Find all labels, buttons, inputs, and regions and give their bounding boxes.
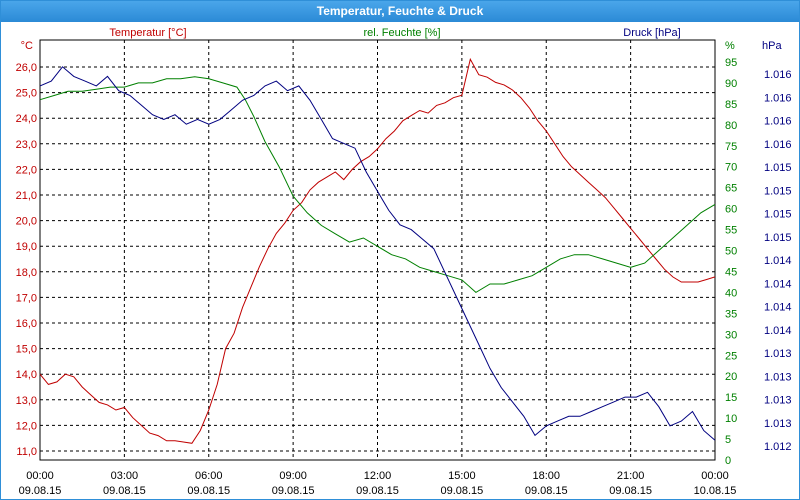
x-tick-date: 09.08.15 <box>187 485 230 497</box>
temperature-tick-label: 12,0 <box>16 420 37 432</box>
pressure-tick-label: 1.013 <box>764 371 792 383</box>
x-tick-time: 15:00 <box>448 470 476 482</box>
x-tick-time: 03:00 <box>111 470 139 482</box>
pressure-tick-label: 1.013 <box>764 395 792 407</box>
humidity-tick-label: 30 <box>725 329 737 341</box>
temperature-tick-label: 22,0 <box>16 164 37 176</box>
humidity-tick-label: 35 <box>725 308 737 320</box>
temperature-tick-label: 14,0 <box>16 369 37 381</box>
pressure-tick-label: 1.015 <box>764 209 792 221</box>
x-tick-date: 09.08.15 <box>440 485 483 497</box>
x-tick-time: 00:00 <box>26 470 54 482</box>
humidity-tick-label: 85 <box>725 99 737 111</box>
pressure-tick-label: 1.015 <box>764 232 792 244</box>
pressure-tick-label: 1.014 <box>764 325 792 337</box>
pressure-line <box>39 66 716 441</box>
temperature-tick-label: 16,0 <box>16 318 37 330</box>
humidity-tick-label: 45 <box>725 266 737 278</box>
x-tick-time: 06:00 <box>195 470 223 482</box>
unit-temperature: °C <box>21 40 33 52</box>
pressure-tick-label: 1.012 <box>764 441 792 453</box>
x-tick-date: 09.08.15 <box>19 485 62 497</box>
window-title: Temperatur, Feuchte & Druck <box>1 1 799 22</box>
humidity-tick-label: 50 <box>725 246 737 258</box>
pressure-tick-label: 1.014 <box>764 278 792 290</box>
temperature-tick-label: 13,0 <box>16 395 37 407</box>
x-tick-time: 18:00 <box>532 470 560 482</box>
humidity-tick-label: 70 <box>725 162 737 174</box>
humidity-tick-label: 10 <box>725 413 737 425</box>
temperature-tick-label: 25,0 <box>16 88 37 100</box>
x-tick-date: 09.08.15 <box>103 485 146 497</box>
temperature-tick-label: 24,0 <box>16 113 37 125</box>
humidity-tick-label: 20 <box>725 371 737 383</box>
humidity-tick-label: 0 <box>725 455 731 467</box>
pressure-tick-label: 1.016 <box>764 69 792 81</box>
temperature-tick-label: 26,0 <box>16 62 37 74</box>
pressure-tick-label: 1.016 <box>764 92 792 104</box>
humidity-tick-label: 90 <box>725 78 737 90</box>
humidity-tick-label: 15 <box>725 392 737 404</box>
pressure-tick-label: 1.014 <box>764 255 792 267</box>
axis-title-pressure: Druck [hPa] <box>623 27 680 39</box>
temperature-line <box>39 57 716 444</box>
humidity-tick-label: 95 <box>725 57 737 69</box>
temperature-tick-label: 21,0 <box>16 190 37 202</box>
temperature-tick-label: 11,0 <box>16 446 37 458</box>
humidity-tick-label: 75 <box>725 141 737 153</box>
grid <box>40 40 715 460</box>
humidity-tick-label: 55 <box>725 225 737 237</box>
temperature-tick-label: 15,0 <box>16 344 37 356</box>
pressure-tick-label: 1.015 <box>764 162 792 174</box>
temperature-tick-label: 17,0 <box>16 292 37 304</box>
axis-title-temperature: Temperatur [°C] <box>109 27 186 39</box>
unit-pressure: hPa <box>762 40 782 52</box>
x-tick-date: 09.08.15 <box>356 485 399 497</box>
x-tick-date: 10.08.15 <box>694 485 737 497</box>
axis-title-humidity: rel. Feuchte [%] <box>363 27 440 39</box>
pressure-tick-label: 1.016 <box>764 139 792 151</box>
x-tick-time: 21:00 <box>617 470 645 482</box>
unit-humidity: % <box>725 40 735 52</box>
temperature-tick-label: 23,0 <box>16 139 37 151</box>
x-tick-date: 09.08.15 <box>525 485 568 497</box>
humidity-tick-label: 65 <box>725 183 737 195</box>
x-tick-time: 12:00 <box>364 470 392 482</box>
pressure-tick-label: 1.014 <box>764 302 792 314</box>
x-tick-time: 00:00 <box>701 470 729 482</box>
temperature-tick-label: 20,0 <box>16 216 37 228</box>
humidity-tick-label: 5 <box>725 434 731 446</box>
pressure-tick-label: 1.015 <box>764 185 792 197</box>
x-tick-time: 09:00 <box>279 470 307 482</box>
axes-group: 00:00 09.08.15 03:00 09.08.15 06:00 09.08.15 0… <box>16 57 792 497</box>
series-group <box>39 57 716 444</box>
temperature-tick-label: 19,0 <box>16 241 37 253</box>
x-tick-date: 09.08.15 <box>272 485 315 497</box>
humidity-tick-label: 80 <box>725 120 737 132</box>
pressure-tick-label: 1.013 <box>764 418 792 430</box>
humidity-tick-label: 40 <box>725 287 737 299</box>
humidity-tick-label: 60 <box>725 204 737 216</box>
temperature-tick-label: 18,0 <box>16 267 37 279</box>
x-tick-date: 09.08.15 <box>609 485 652 497</box>
pressure-tick-label: 1.016 <box>764 116 792 128</box>
humidity-line <box>39 76 716 294</box>
humidity-tick-label: 25 <box>725 350 737 362</box>
pressure-tick-label: 1.013 <box>764 348 792 360</box>
